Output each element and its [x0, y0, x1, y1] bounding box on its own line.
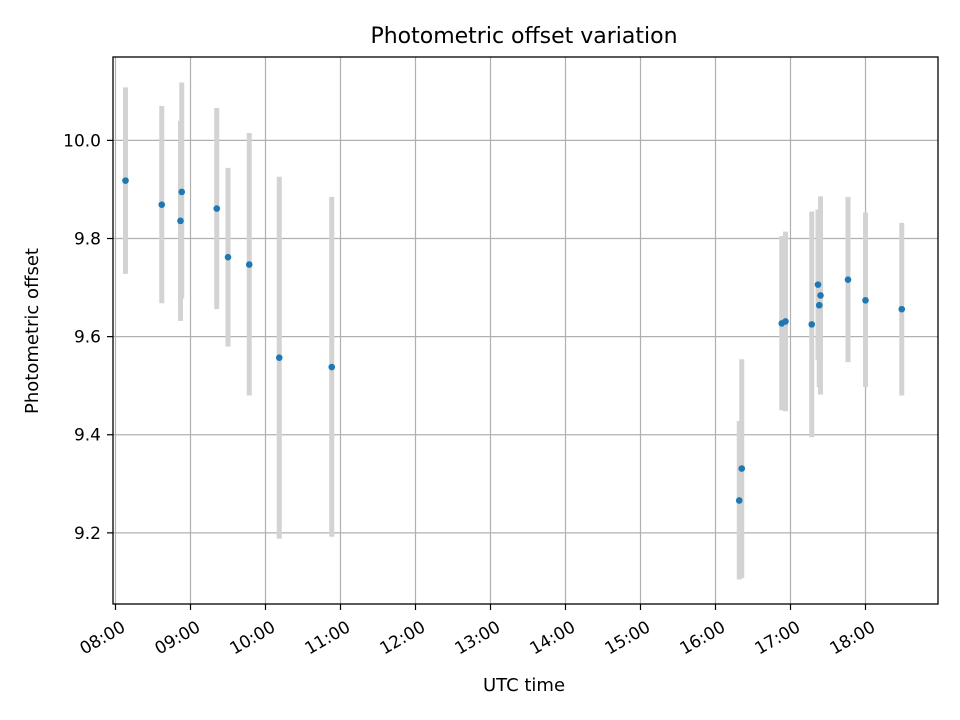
data-point	[782, 318, 789, 325]
y-tick-label: 9.8	[74, 230, 101, 250]
data-point	[814, 281, 822, 288]
data-point	[177, 217, 184, 225]
point-layer	[122, 177, 906, 504]
plot-frame	[112, 56, 939, 605]
data-point	[808, 321, 816, 328]
x-axis-label: UTC time	[483, 675, 565, 696]
data-point	[213, 205, 221, 212]
data-point	[862, 297, 869, 304]
data-point	[224, 253, 232, 261]
data-point	[817, 292, 824, 299]
data-point	[738, 465, 746, 472]
y-tick-label: 9.6	[74, 328, 101, 348]
data-point	[735, 497, 743, 504]
chart-title: Photometric offset variation	[370, 24, 677, 49]
data-point	[328, 363, 336, 371]
data-point	[275, 354, 283, 362]
y-tick-label: 10.0	[63, 131, 101, 151]
data-point	[178, 188, 186, 196]
y-tick-label: 9.4	[74, 426, 101, 446]
y-axis-label: Photometric offset	[22, 248, 43, 414]
data-point	[844, 276, 852, 284]
data-point	[815, 301, 823, 309]
data-point	[158, 201, 166, 208]
grid-layer	[113, 57, 938, 604]
data-point	[245, 261, 253, 268]
data-point	[122, 177, 129, 184]
y-tick-label: 9.2	[74, 524, 101, 544]
data-point	[898, 305, 906, 313]
